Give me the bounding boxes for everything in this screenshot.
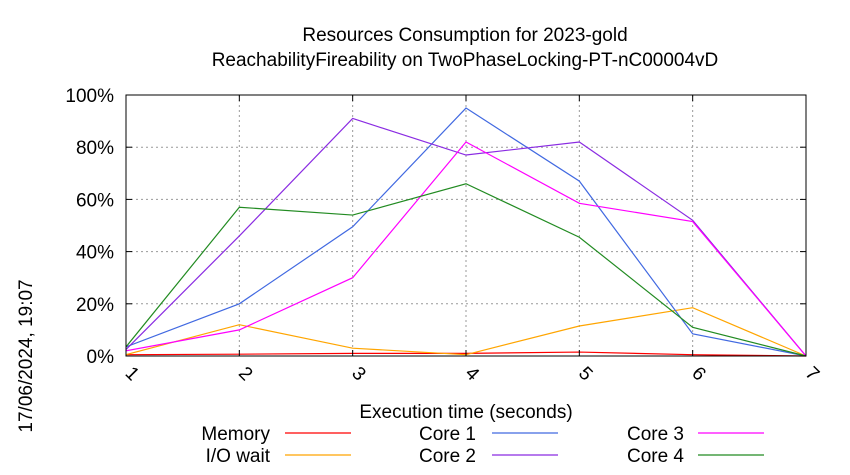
legend-label-i-o-wait: I/O wait <box>206 446 271 467</box>
x-tick-label: 4 <box>461 363 484 386</box>
x-tick-label: 2 <box>234 363 256 385</box>
series-line-core-1 <box>125 107 807 357</box>
legend-label-core-1: Core 1 <box>419 424 476 445</box>
x-tick-label: 3 <box>347 363 369 385</box>
x-tick-label: 5 <box>574 363 596 385</box>
y-tick-label: 100% <box>65 86 114 107</box>
chart-title-line1: Resources Consumption for 2023-gold <box>302 25 627 46</box>
y-axis: 0% 20% 40% 60% 80% 100% <box>65 86 806 368</box>
legend-label-core-4: Core 4 <box>627 446 684 467</box>
y-tick-label: 60% <box>76 190 114 211</box>
legend-label-core-2: Core 2 <box>419 446 476 467</box>
x-tick-label: 6 <box>687 363 709 385</box>
legend-label-memory: Memory <box>201 424 270 445</box>
x-tick-label: 7 <box>801 363 823 385</box>
series-line-core-4 <box>125 183 807 357</box>
series-line-core-2 <box>125 117 807 357</box>
legend-label-core-3: Core 3 <box>627 424 684 445</box>
y-tick-label: 0% <box>87 347 115 368</box>
y-tick-label: 80% <box>76 138 114 159</box>
x-axis-label: Execution time (seconds) <box>359 402 572 423</box>
chart-title-line2: ReachabilityFireability on TwoPhaseLocki… <box>212 50 719 71</box>
timestamp-label: 17/06/2024, 19:07 <box>16 279 37 432</box>
grid-lines <box>126 95 806 356</box>
y-tick-label: 20% <box>76 295 114 316</box>
x-axis: 1 2 3 4 5 6 7 <box>121 95 823 386</box>
series-line-core-3 <box>125 141 807 357</box>
y-tick-label: 40% <box>76 243 114 264</box>
x-tick-label: 1 <box>121 363 143 385</box>
